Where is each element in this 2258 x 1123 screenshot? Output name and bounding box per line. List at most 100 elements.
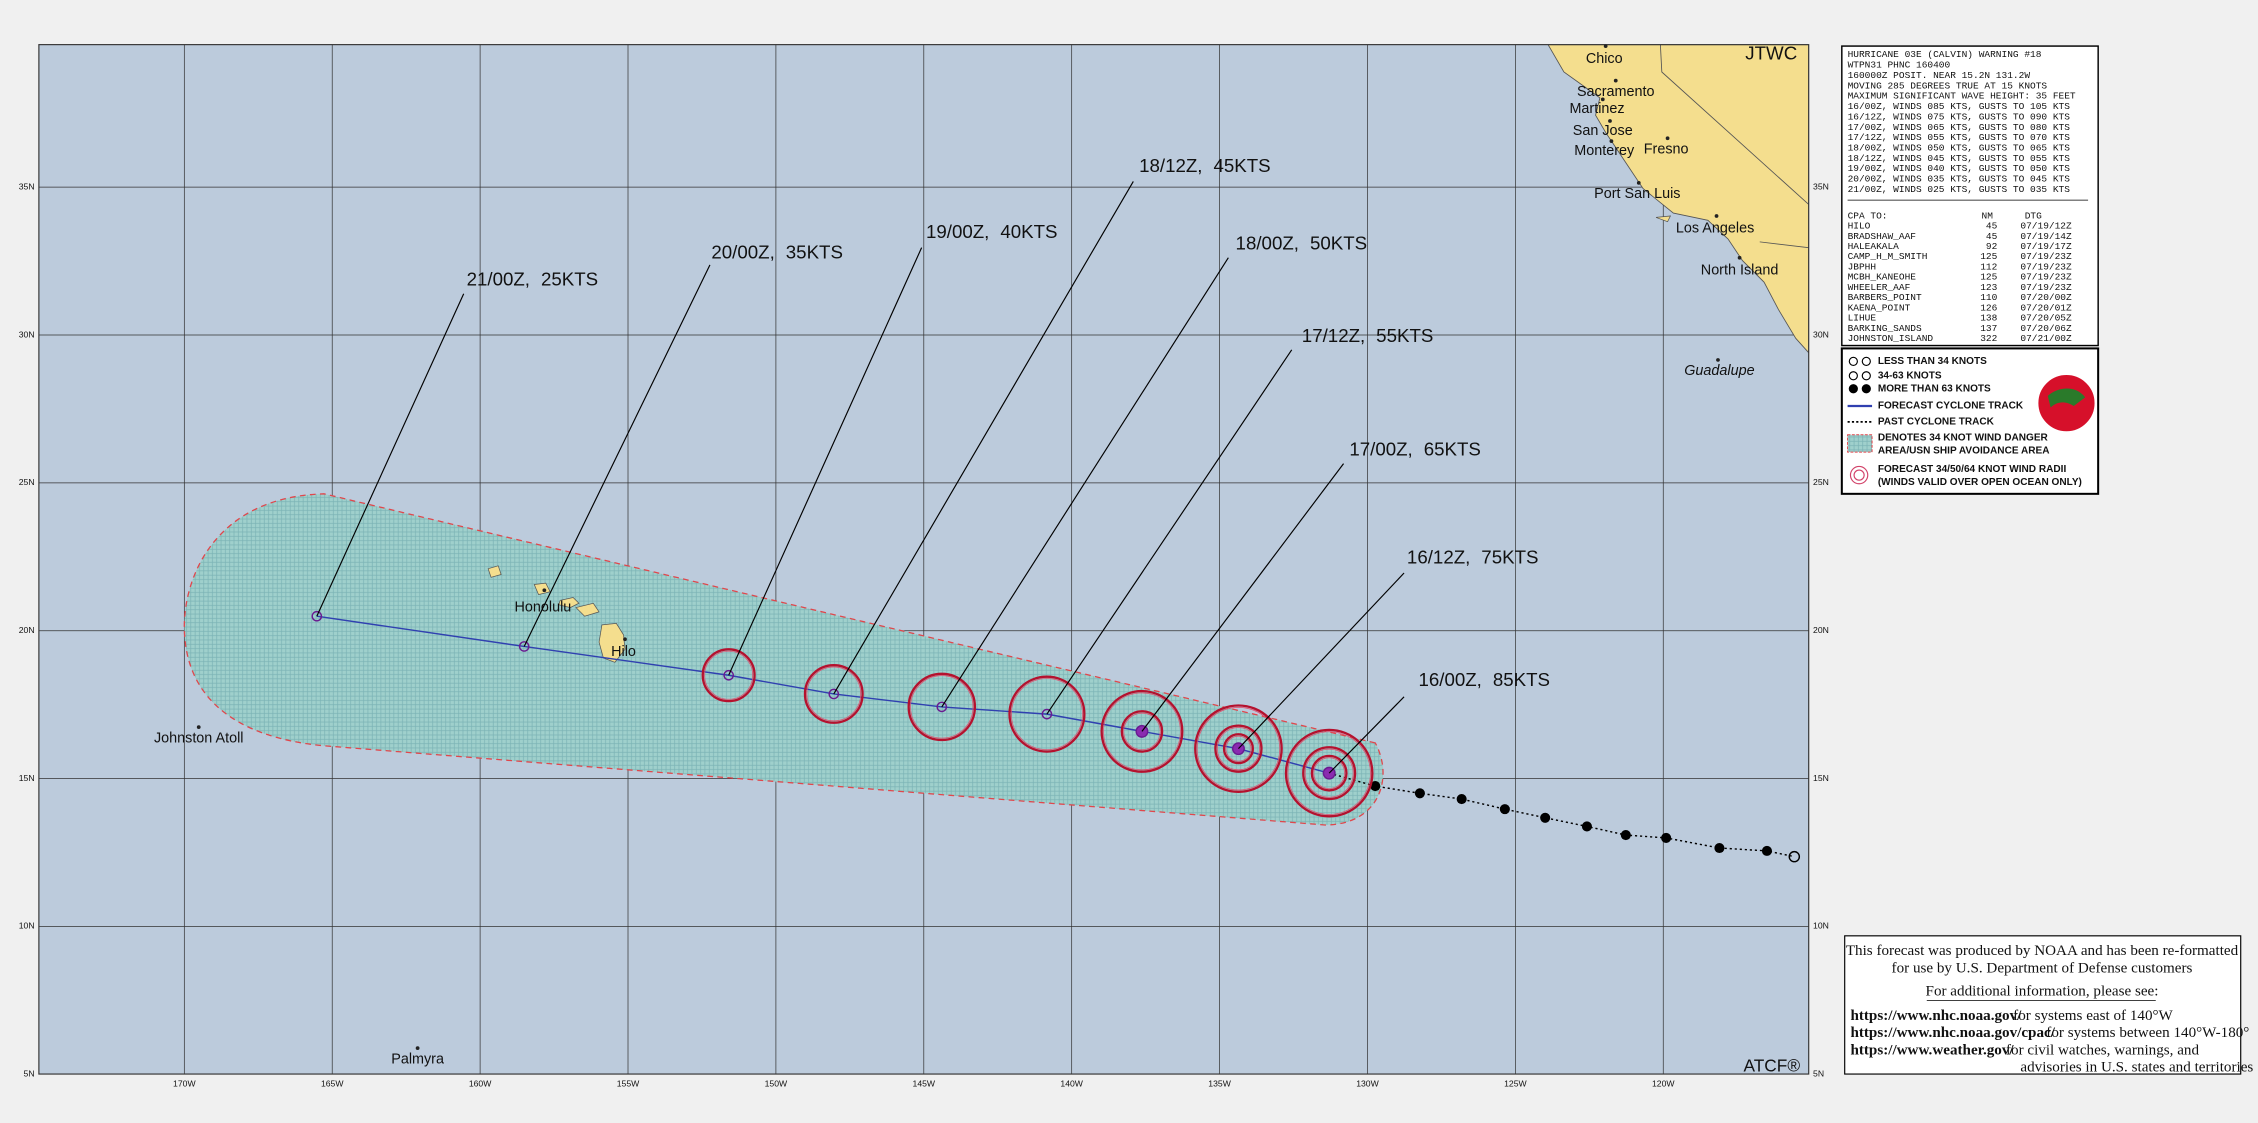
lon-label: 140W [1060,1078,1083,1088]
leader-line [1328,696,1405,774]
forecast-label: 16/12Z, 75KTS [1407,547,1539,568]
warning-line: WTPN31 PHNC 160400 [1848,60,1951,71]
notice-link: https://www.nhc.noaa.gov/ [1850,1008,2022,1024]
notice-link: https://www.nhc.noaa.gov/cpac/ [1850,1025,2055,1041]
warning-line: 21/00Z, WINDS 025 KTS, GUSTS TO 035 KTS [1848,184,2071,195]
lon-label: 130W [1356,1078,1379,1088]
cpa-site: BARKING_SANDS [1848,323,1922,334]
leader-line [523,264,711,647]
cpa-dtg: 07/20/06Z [2020,323,2072,334]
cpa-site: CAMP_H_M_SMITH [1848,251,1928,262]
wind-radius [701,648,756,703]
cpa-nm: 137 [1980,323,1997,334]
lon-label: 150W [765,1078,788,1088]
place-dot [1603,44,1608,48]
island-oahu [533,582,551,596]
legend-item: (WINDS VALID OVER OPEN OCEAN ONLY) [1878,477,2082,488]
atcf-mark: ATCF® [1744,1055,1801,1075]
wind-radius [1222,733,1254,765]
lon-label: 120W [1652,1078,1675,1088]
cpa-site: KAENA_POINT [1848,302,1911,313]
logo-mark [2047,388,2086,408]
notice-box [1844,935,2242,1075]
place-dot [1613,78,1618,83]
lat-label: 30N [1813,329,1829,339]
notice-link-text: for systems between 140°W-180° [2046,1025,2249,1041]
cpa-site: WHEELER_AAF [1848,282,1911,293]
wind-radius-inner [1313,757,1345,789]
wind-radius [1284,728,1374,818]
danger-area [183,493,1384,826]
wind-radius [803,664,864,724]
wind-radius-inner [1304,748,1354,798]
past-position [1499,804,1510,815]
notice-link-text: for civil watches, warnings, and [2006,1042,2199,1058]
place-name: Sacramento [1577,84,1655,100]
warning-line: 18/00Z, WINDS 050 KTS, GUSTS TO 065 KTS [1848,143,2071,154]
lon-label: 145W [913,1078,936,1088]
forecast-label: 19/00Z, 40KTS [926,221,1058,242]
wind-radius [1100,689,1184,773]
forecast-label: 21/00Z, 25KTS [467,269,599,290]
lat-label: 15N [1813,773,1829,783]
cpa-site: HALEAKALA [1848,241,1900,252]
place-name: Monterey [1574,143,1635,159]
warning-line: 19/00Z, WINDS 040 KTS, GUSTS TO 050 KTS [1848,163,2071,174]
legend-item: DENOTES 34 KNOT WIND DANGER [1878,432,2049,443]
wind-radius [1302,746,1357,801]
lon-label: 155W [617,1078,640,1088]
place-name: Fresno [1644,142,1689,158]
cpa-nm: 45 [1986,231,1998,242]
wind-radius-inner [910,675,974,739]
notice-line: For additional information, please see: [1926,983,2159,999]
cpa-nm: 110 [1980,292,1997,303]
lon-label: 170W [173,1078,196,1088]
cpa-dtg: 07/19/12Z [2020,221,2072,232]
wind-radius-inner [1103,692,1181,771]
notice-extra: advisories in U.S. states and territorie… [2020,1060,2253,1076]
forecast-position [311,610,323,622]
legend-radii [1849,465,1869,485]
island [1655,215,1672,223]
past-position [1620,830,1631,841]
notice-link-text: for systems east of 140°W [2013,1008,2173,1024]
lon-label: 165W [321,1078,344,1088]
past-track [1328,772,1795,858]
cpa-site: JOHNSTON_ISLAND [1848,333,1934,344]
forecast-label: 18/12Z, 45KTS [1139,155,1271,176]
legend-symbol [1848,371,1858,381]
warning-line: 16/00Z, WINDS 085 KTS, GUSTS TO 105 KTS [1848,101,2071,112]
wind-radius [907,672,977,742]
place-name: Chico [1586,51,1623,67]
cpa-site: JBPHH [1848,261,1877,272]
cpa-col: DTG [2025,210,2042,221]
legend-item: FORECAST 34/50/64 KNOT WIND RADII [1878,464,2067,475]
warning-line: HURRICANE 03E (CALVIN) WARNING #18 [1848,49,2042,60]
cpa-dtg: 07/21/00Z [2020,333,2072,344]
wind-radius-inner [704,650,754,700]
leader-line [1046,349,1293,715]
cpa-site: MCBH_KANEOHE [1848,272,1917,283]
lat-label: 10N [19,921,35,931]
place-dot [196,725,201,729]
cpa-dtg: 07/19/17Z [2020,241,2072,252]
wind-radius [1194,704,1283,794]
place-name: Palmyra [391,1051,444,1067]
cpa-nm: 112 [1980,261,1997,272]
past-position [1661,832,1672,843]
warning-line: 17/00Z, WINDS 065 KTS, GUSTS TO 080 KTS [1848,122,2071,133]
notice-line: for use by U.S. Department of Defense cu… [1892,960,2193,976]
state-border [1659,44,1809,205]
forecast-position [1041,708,1053,720]
cpa-nm: 125 [1980,272,1997,283]
lat-label: 10N [1813,921,1829,931]
leader-line [941,257,1229,708]
legend-item: FORECAST CYCLONE TRACK [1878,401,2024,412]
lat-label: 25N [1813,477,1829,487]
past-position [1761,845,1772,856]
cpa-site: BRADSHAW_AAF [1848,231,1917,242]
warning-line: 20/00Z, WINDS 035 KTS, GUSTS TO 045 KTS [1848,174,2071,185]
legend-radii [1853,469,1865,481]
wind-radius-inner [1010,678,1083,751]
forecast-position [936,701,948,713]
